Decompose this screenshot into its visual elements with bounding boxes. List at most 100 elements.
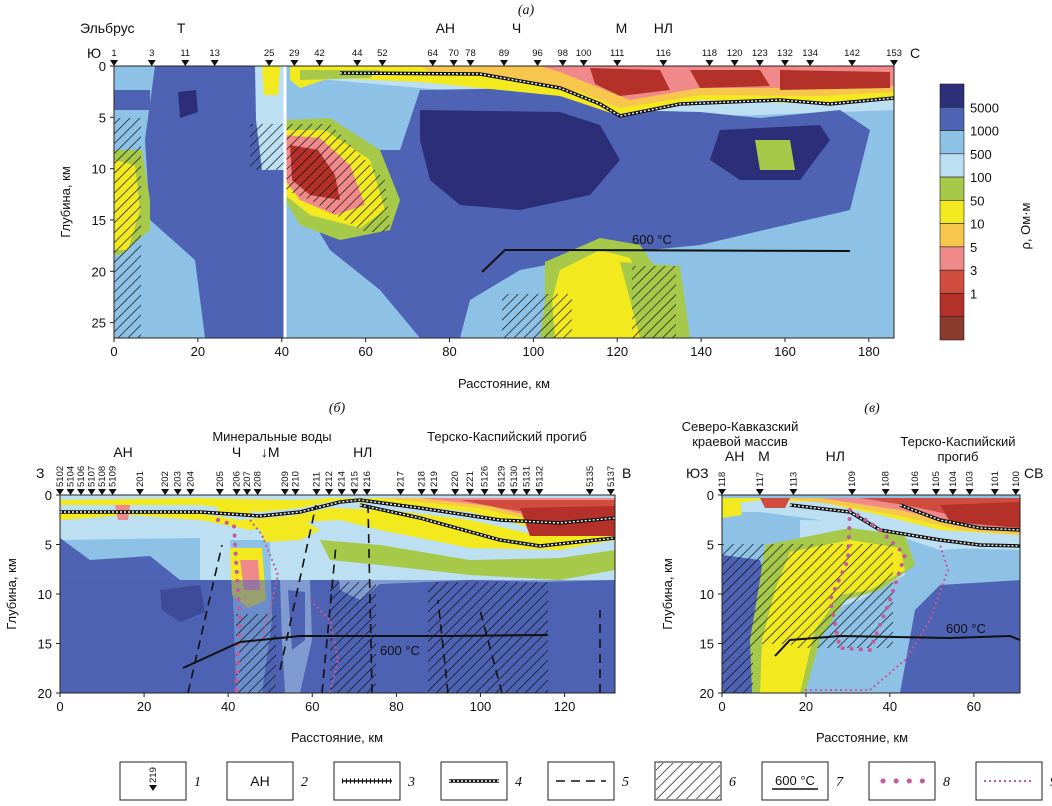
legend-item-7: 600 °С 7 xyxy=(761,761,844,801)
colorbar-swatch xyxy=(939,293,965,318)
place-name: НЛ xyxy=(654,20,673,36)
legend-text: 600 °С xyxy=(775,773,815,788)
station-marker xyxy=(606,489,615,495)
y-tick-label: 15 xyxy=(92,213,106,228)
station-marker xyxy=(932,489,941,495)
colorbar-label: 1000 xyxy=(970,124,999,139)
station-label: 5126 xyxy=(480,466,491,487)
panel-c-dir-right: СВ xyxy=(1024,465,1043,481)
station-label: 98 xyxy=(557,48,568,59)
x-tick-label: 20 xyxy=(191,344,205,359)
x-tick-label: 180 xyxy=(858,344,880,359)
station-marker xyxy=(500,60,508,66)
colorbar-swatch xyxy=(939,153,965,178)
station-marker xyxy=(613,60,622,66)
station-label: 11 xyxy=(180,48,190,59)
station-label: 215 xyxy=(349,471,360,487)
place-name: АН xyxy=(725,448,744,464)
legend-number: 5 xyxy=(622,775,629,790)
place-name: Ч xyxy=(232,444,241,460)
legend-item-1: 219 1 xyxy=(119,761,201,801)
y-tick-label: 5 xyxy=(99,110,106,125)
station-label: 101 xyxy=(990,471,1001,487)
panel-c-y-axis: 0 5 10 15 20 xyxy=(700,488,722,701)
panel-a-resistivity-section xyxy=(114,66,894,338)
station-label: 42 xyxy=(314,48,325,59)
station-marker xyxy=(466,60,475,66)
station-marker xyxy=(173,489,182,495)
panel-a-isotherm-label: 600 °С xyxy=(632,232,672,247)
legend-number: 4 xyxy=(515,775,522,790)
colorbar-swatch xyxy=(939,106,965,131)
station-marker xyxy=(181,60,190,66)
station-label: 70 xyxy=(448,48,459,59)
x-tick-label: 80 xyxy=(389,699,403,714)
station-label: 206 xyxy=(232,471,243,487)
station-marker xyxy=(280,489,289,495)
x-tick-label: 120 xyxy=(554,699,576,714)
station-label: 5102 xyxy=(55,466,66,487)
station-marker xyxy=(315,60,324,66)
y-tick-label: 5 xyxy=(707,538,714,553)
panel-b-region-right: Терско-Каспийский прогиб xyxy=(427,429,587,444)
panel-b: (б) Минеральные воды Терско-Каспийский п… xyxy=(4,401,631,745)
station-marker xyxy=(755,60,764,66)
station-marker xyxy=(362,489,371,495)
station-label: 1 xyxy=(111,48,116,59)
panel-c-x-axis: 0 20 40 60 xyxy=(718,693,981,714)
legend-number: 1 xyxy=(194,775,201,790)
station-label: 220 xyxy=(450,471,461,487)
station-marker xyxy=(147,60,156,66)
panel-a-dir-right: С xyxy=(910,45,920,61)
legend-number: 3 xyxy=(407,775,415,790)
station-marker xyxy=(135,489,144,495)
x-tick-label: 0 xyxy=(110,344,117,359)
station-label: 207 xyxy=(242,471,253,487)
colorbar-title: ρ, Ом·м xyxy=(1018,202,1033,249)
station-marker xyxy=(535,489,544,495)
panel-b-y-label: Глубина, км xyxy=(4,558,19,630)
panel-a-label: (а) xyxy=(518,3,535,18)
y-tick-label: 0 xyxy=(45,488,52,503)
station-label: 113 xyxy=(788,472,799,487)
panel-a: (а) xyxy=(58,3,920,391)
station-label: 44 xyxy=(352,48,363,59)
x-tick-label: 100 xyxy=(470,699,492,714)
legend-box xyxy=(226,761,294,801)
legend: 219 1 АН 2 3 4 5 6 600 °С 7 8 9 xyxy=(119,761,1052,801)
station-label: 5107 xyxy=(87,466,98,487)
y-tick-label: 5 xyxy=(45,538,52,553)
station-marker xyxy=(465,489,474,495)
legend-hatch xyxy=(656,763,720,799)
legend-item-2: АН 2 xyxy=(226,761,308,801)
station-marker xyxy=(806,60,815,66)
x-tick-label: 140 xyxy=(690,344,712,359)
station-marker xyxy=(253,489,262,495)
station-marker xyxy=(848,489,857,495)
legend-box xyxy=(119,761,187,801)
station-marker xyxy=(848,60,857,66)
colorbar-label: 500 xyxy=(970,147,992,162)
colorbar-label: 100 xyxy=(970,170,992,185)
station-label: 204 xyxy=(185,471,196,487)
y-tick-label: 15 xyxy=(700,637,714,652)
station-marker xyxy=(789,489,798,495)
station-label: 5135 xyxy=(585,466,596,487)
x-tick-label: 60 xyxy=(967,699,981,714)
panel-b-top-names: АН Ч ↓М НЛ xyxy=(113,444,372,460)
station-marker xyxy=(87,489,96,495)
station-label: 132 xyxy=(777,48,793,59)
station-label: 211 xyxy=(311,472,322,487)
station-marker xyxy=(186,489,195,495)
legend-text: АН xyxy=(250,773,269,789)
y-tick-label: 0 xyxy=(99,59,106,74)
place-name: Эльбрус xyxy=(80,20,135,36)
y-tick-label: 20 xyxy=(700,686,714,701)
station-label: 89 xyxy=(499,48,510,59)
station-marker xyxy=(350,489,359,495)
station-marker xyxy=(77,489,86,495)
panel-c-region-right-1: Терско-Каспийский xyxy=(900,434,1015,449)
legend-item-8: 8 xyxy=(868,761,950,801)
panel-c-y-label: Глубина, км xyxy=(660,558,675,630)
colorbar-label: 3 xyxy=(970,263,977,278)
